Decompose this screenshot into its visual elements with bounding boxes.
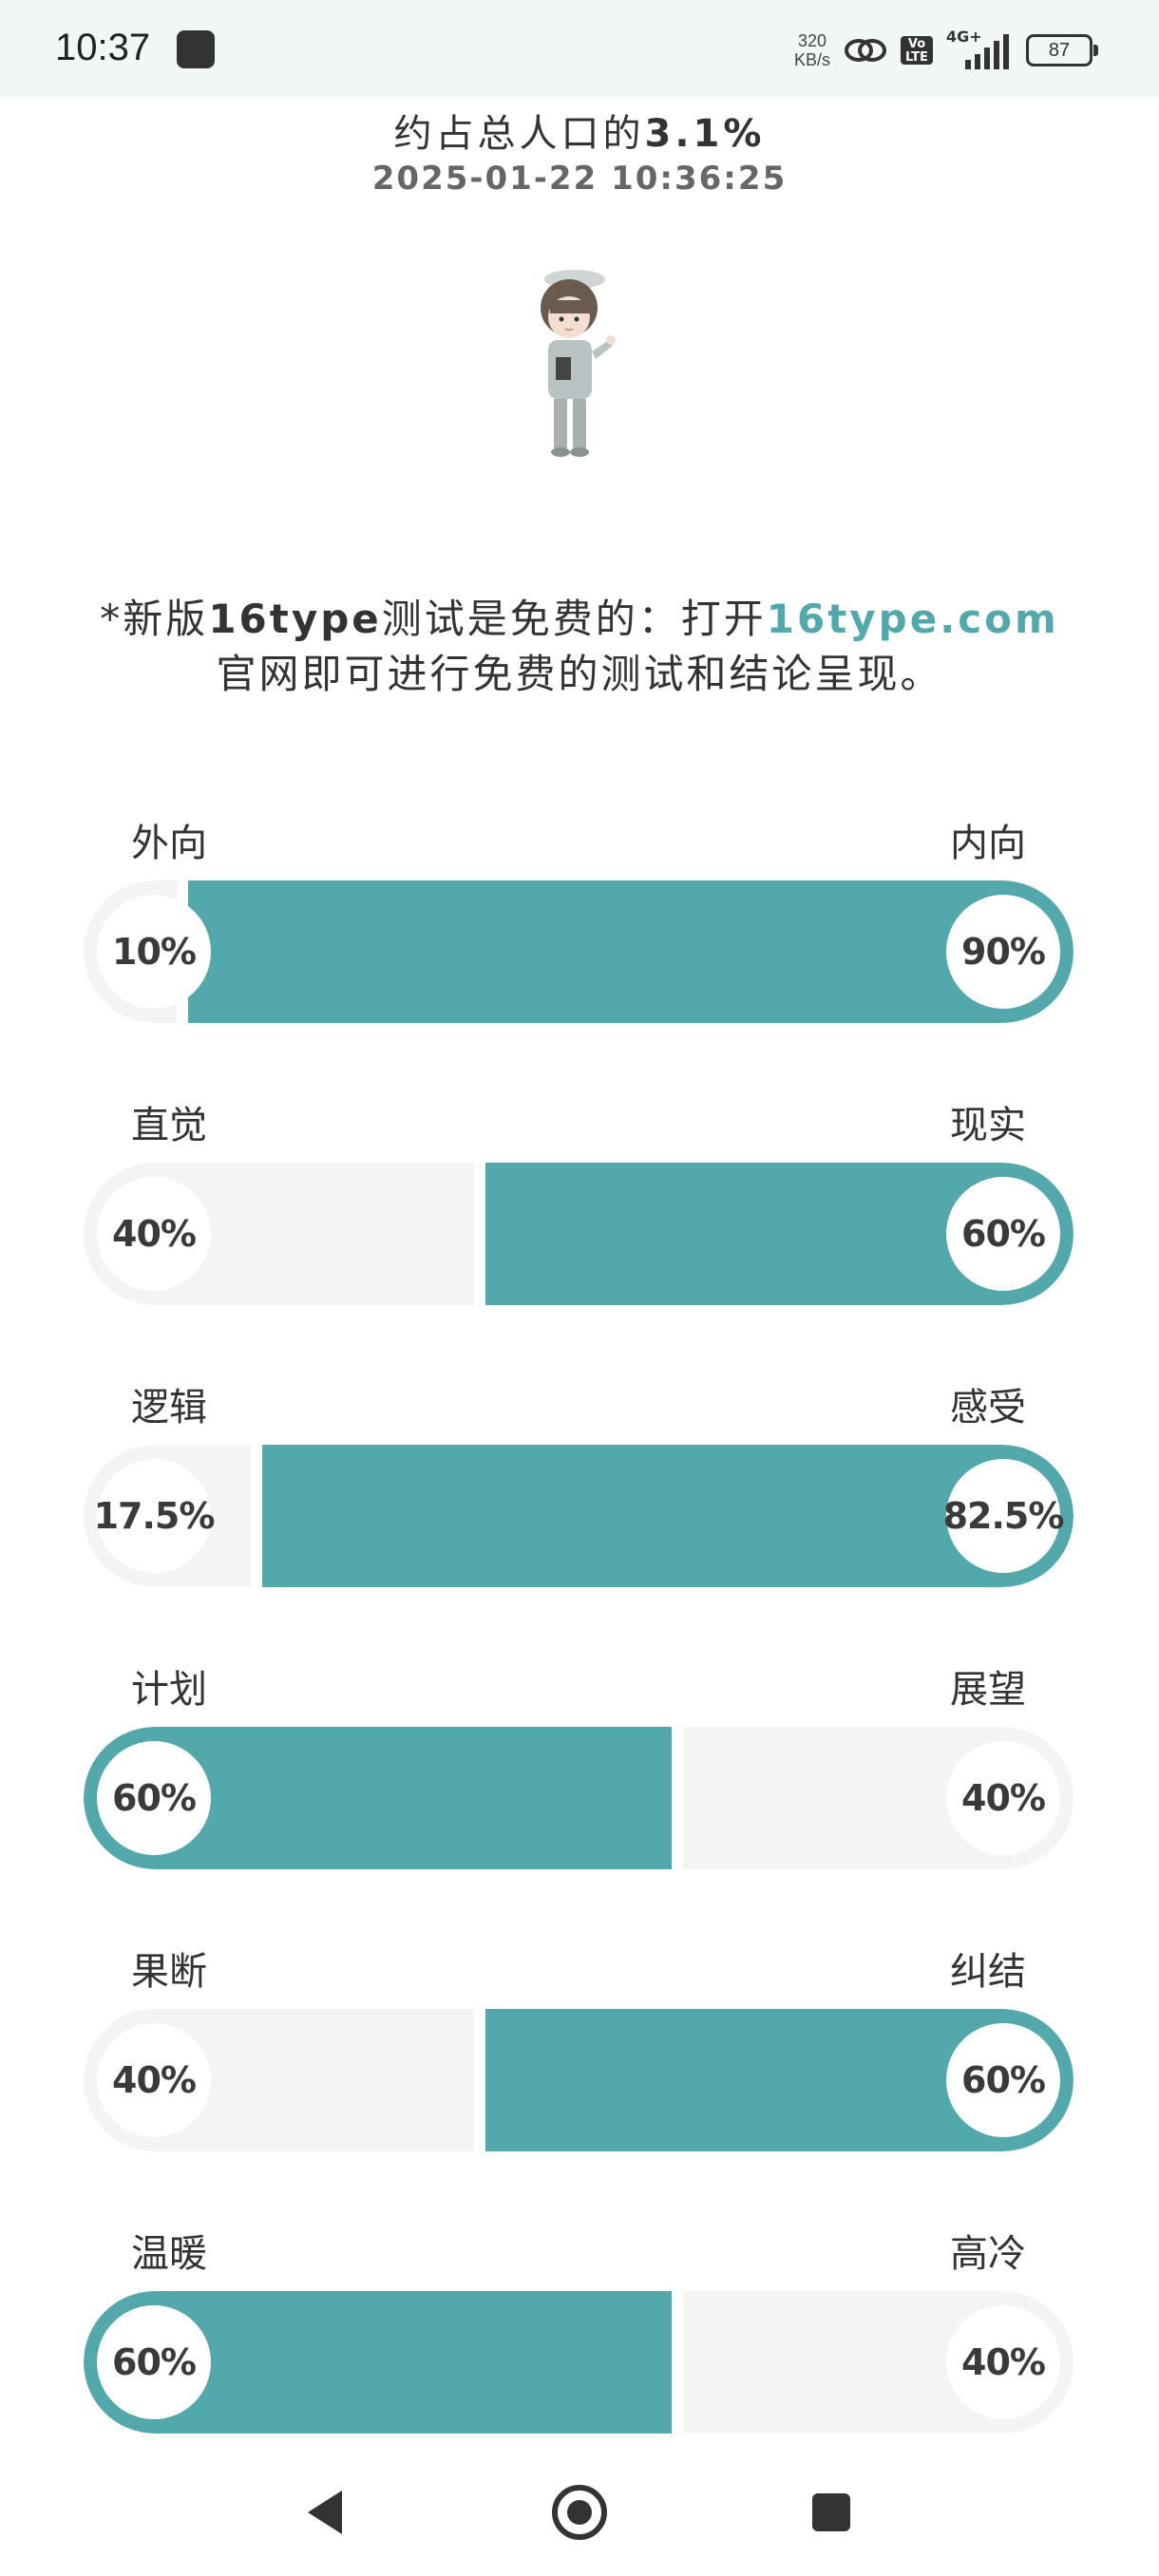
trait-left-percent: 10%: [97, 895, 211, 1009]
trait-left-percent: 40%: [97, 2023, 211, 2137]
trait-left-label: 计划: [131, 1668, 207, 1712]
trait-right-label: 展望: [950, 1668, 1026, 1712]
note-text-c: 测试是免费的：打开: [381, 596, 767, 642]
website-link[interactable]: 16type.com: [766, 596, 1059, 642]
trait-right-percent: 60%: [946, 2023, 1060, 2137]
trait-track: [84, 881, 1074, 1023]
network-speed-value: 320: [797, 31, 827, 50]
trait-right-percent: 82.5%: [943, 1459, 1064, 1573]
network-speed-unit: KB/s: [793, 50, 830, 69]
back-triangle-icon[interactable]: [294, 2479, 361, 2546]
network-speed: 320 KB/s: [794, 31, 830, 69]
app-notification-icon: [177, 30, 215, 68]
trait-right-percent: 40%: [946, 1741, 1060, 1855]
trait-left-percent: 60%: [97, 2305, 211, 2419]
signal-icon: 4G+: [946, 28, 1013, 69]
trait-left-label: 果断: [131, 1950, 207, 1994]
trait-track: [84, 1727, 1074, 1869]
free-test-note: *新版16type测试是免费的：打开16type.com: [57, 587, 1102, 645]
trait-track: [84, 1163, 1074, 1305]
trait-left-label: 外向: [131, 822, 207, 865]
trait-track: [84, 1445, 1074, 1587]
population-line: 约占总人口的3.1%: [0, 103, 1159, 158]
home-circle-icon[interactable]: [546, 2479, 613, 2546]
trait-right-label: 纠结: [950, 1950, 1026, 1994]
trait-right-label: 感受: [950, 1386, 1026, 1430]
trait-divider: [672, 2291, 684, 2434]
population-percent: 3.1%: [644, 112, 766, 156]
note-text-a: *新版: [100, 596, 209, 642]
trait-right-label: 现实: [950, 1104, 1026, 1147]
status-time: 10:37: [55, 27, 151, 68]
trait-fill: [188, 881, 1074, 1023]
trait-left-percent: 17.5%: [94, 1459, 215, 1573]
trait-right-percent: 60%: [946, 1177, 1060, 1291]
trait-left-percent: 40%: [97, 1177, 211, 1291]
result-timestamp: 2025-01-22 10:36:25: [371, 160, 788, 198]
trait-divider: [473, 2009, 485, 2151]
free-test-note-line2: 官网即可进行免费的测试和结论呈现。: [216, 651, 943, 697]
status-icons: 320 KB/s Vo LTE 4G+ 87: [794, 28, 1098, 72]
trait-right-percent: 40%: [946, 2305, 1060, 2419]
navigation-bar: [0, 2451, 1159, 2576]
network-type: 4G+: [946, 28, 982, 46]
trait-track: [84, 2009, 1074, 2151]
status-bar: 10:37 320 KB/s Vo LTE 4G+ 87: [0, 0, 1159, 98]
trait-divider: [251, 1445, 263, 1587]
trait-left-label: 逻辑: [131, 1386, 207, 1430]
trait-divider: [473, 1163, 485, 1305]
trait-right-label: 内向: [950, 822, 1026, 865]
trait-track: [84, 2291, 1074, 2434]
trait-right-label: 高冷: [950, 2232, 1026, 2276]
volte-icon: Vo LTE: [901, 36, 933, 65]
recents-square-icon[interactable]: [798, 2479, 864, 2546]
character-illustration: [541, 270, 616, 457]
link-icon: [845, 39, 886, 62]
trait-left-label: 直觉: [131, 1104, 207, 1147]
signal-bars-icon: [965, 34, 1009, 69]
trait-divider: [672, 1727, 684, 1869]
trait-left-percent: 60%: [97, 1741, 211, 1855]
note-brand: 16type: [208, 596, 382, 642]
trait-left-label: 温暖: [131, 2232, 207, 2276]
trait-right-percent: 90%: [946, 895, 1060, 1009]
battery-icon: 87: [1026, 34, 1098, 66]
trait-fill: [262, 1445, 1074, 1587]
population-prefix: 约占总人口的: [393, 112, 645, 156]
